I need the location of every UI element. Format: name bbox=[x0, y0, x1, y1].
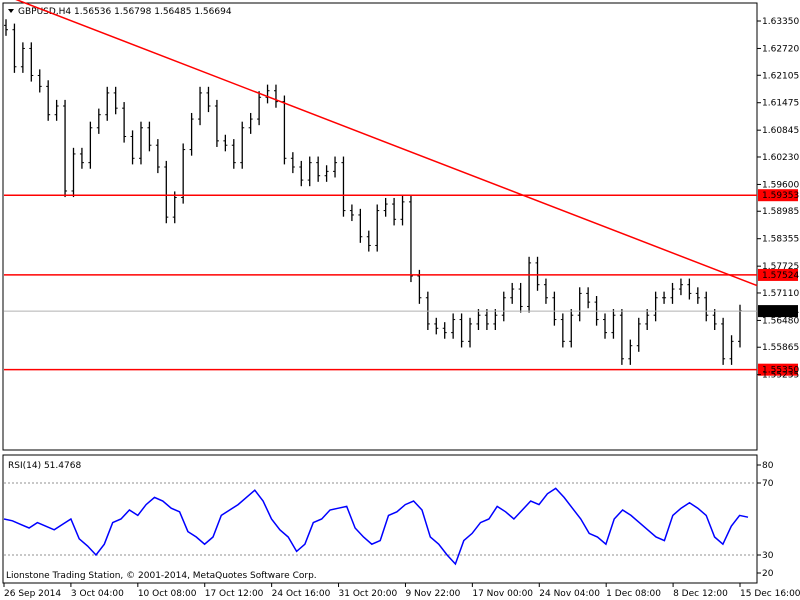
time-tick-label: 17 Oct 12:00 bbox=[205, 589, 264, 599]
level-price-box bbox=[758, 363, 798, 376]
price-tick-label: 1.56480 bbox=[762, 316, 799, 326]
time-tick-label: 26 Sep 2014 bbox=[4, 589, 61, 599]
price-tick-label: 1.59600 bbox=[762, 180, 799, 190]
time-tick-label: 24 Oct 16:00 bbox=[272, 589, 331, 599]
time-tick-label: 1 Dec 08:00 bbox=[606, 589, 661, 599]
price-tick-label: 1.55235 bbox=[762, 371, 799, 381]
rsi-tick-label: 70 bbox=[762, 479, 774, 489]
price-axis: 1.63350 1.62720 1.62105 1.61475 1.60845 1.602… bbox=[757, 17, 799, 381]
level-price-box bbox=[758, 268, 798, 281]
dropdown-triangle-icon[interactable] bbox=[8, 9, 14, 13]
trend-line bbox=[15, 0, 758, 287]
time-tick-label: 9 Nov 22:00 bbox=[405, 589, 460, 599]
rsi-line bbox=[3, 487, 749, 566]
level-price-label: 1.57524 bbox=[762, 271, 799, 281]
rsi-pane-frame bbox=[2, 454, 758, 584]
level-price-label: 1.59353 bbox=[762, 191, 799, 201]
price-tick-label: 1.58355 bbox=[762, 235, 799, 245]
current-price-box bbox=[758, 305, 798, 318]
rsi-tick-label: 20 bbox=[762, 569, 774, 579]
rsi-title: RSI(14) 51.4768 bbox=[8, 461, 81, 471]
symbol-label: GBPUSD,H4 1.56536 1.56798 1.56485 1.5669… bbox=[18, 7, 232, 17]
time-tick-label: 8 Dec 12:00 bbox=[673, 589, 728, 599]
price-tick-label: 1.62720 bbox=[762, 44, 799, 54]
time-axis: 26 Sep 2014 3 Oct 04:00 10 Oct 08:00 17 Oct… bbox=[3, 583, 800, 599]
time-tick-label: 10 Oct 08:00 bbox=[138, 589, 197, 599]
time-tick-label: 15 Dec 16:00 bbox=[740, 589, 800, 599]
rsi-indicator: 80 70 30 20 bbox=[3, 461, 774, 579]
price-tick-label: 1.62105 bbox=[762, 71, 799, 81]
time-tick-label: 3 Oct 04:00 bbox=[71, 589, 124, 599]
price-tick-label: 1.61475 bbox=[762, 99, 799, 109]
price-tick-label: 1.57725 bbox=[762, 262, 799, 272]
price-tick-label: 1.63350 bbox=[762, 17, 799, 27]
level-price-label: 1.55350 bbox=[762, 366, 799, 376]
time-tick-label: 31 Oct 20:00 bbox=[339, 589, 398, 599]
rsi-tick-label: 30 bbox=[762, 551, 774, 561]
copyright-text: Lionstone Trading Station, © 2001-2014, … bbox=[6, 571, 317, 581]
main-pane-frame bbox=[2, 2, 758, 451]
horizontal-levels: 1.59353 1.57524 1.55350 1.56694 bbox=[4, 0, 799, 376]
time-tick-label: 24 Nov 04:00 bbox=[539, 589, 600, 599]
time-tick-label: 17 Nov 00:00 bbox=[472, 589, 533, 599]
price-bars bbox=[4, 19, 742, 365]
price-tick-label: 1.55865 bbox=[762, 343, 799, 353]
level-price-box bbox=[758, 189, 798, 202]
rsi-tick-label: 80 bbox=[762, 461, 774, 471]
price-tick-label: 1.60230 bbox=[762, 153, 799, 163]
price-tick-label: 1.57110 bbox=[762, 289, 799, 299]
price-tick-label: 1.60845 bbox=[762, 126, 799, 136]
price-tick-label: 1.58985 bbox=[762, 207, 799, 217]
current-price-label: 1.56694 bbox=[762, 307, 799, 317]
